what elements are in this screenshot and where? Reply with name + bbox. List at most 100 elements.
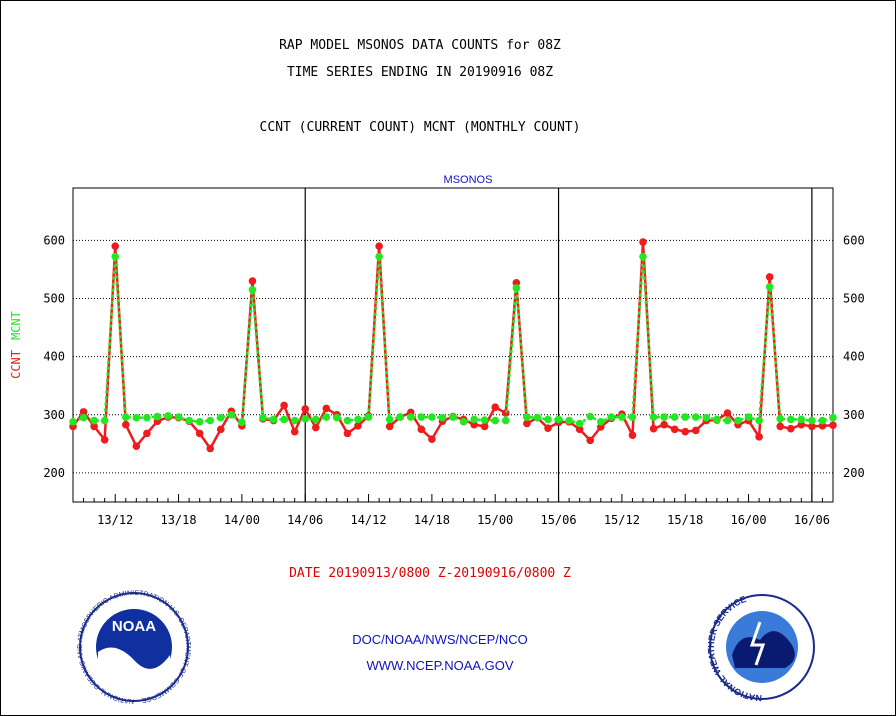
- data-point-mcnt: [607, 413, 616, 421]
- data-point-mcnt: [301, 415, 310, 423]
- data-point-mcnt: [596, 417, 605, 426]
- data-point-mcnt: [713, 415, 721, 424]
- data-point-ccnt: [670, 425, 679, 434]
- data-point-ccnt: [280, 401, 288, 410]
- data-point-mcnt: [121, 413, 130, 421]
- data-point-mcnt: [808, 416, 816, 425]
- data-point-ccnt: [206, 444, 215, 453]
- y-axis-label: CCNT MCNT: [9, 311, 23, 379]
- data-point-mcnt: [765, 283, 774, 291]
- y-tick-label-right: 300: [843, 408, 865, 422]
- data-point-mcnt: [79, 413, 88, 422]
- data-point-mcnt: [164, 412, 172, 420]
- x-tick-label: 14/18: [414, 513, 450, 527]
- data-point-mcnt: [628, 413, 637, 421]
- data-point-mcnt: [554, 415, 563, 424]
- data-point-mcnt: [143, 413, 151, 422]
- data-point-mcnt: [290, 416, 299, 425]
- data-point-mcnt: [206, 416, 215, 425]
- data-point-ccnt: [639, 238, 647, 246]
- data-point-mcnt: [100, 416, 109, 425]
- data-point-ccnt: [322, 404, 331, 413]
- data-point-mcnt: [438, 413, 447, 422]
- data-point-mcnt: [786, 415, 795, 424]
- data-point-mcnt: [195, 417, 204, 426]
- data-point-mcnt: [311, 415, 320, 424]
- data-point-ccnt: [818, 422, 827, 430]
- data-point-ccnt: [417, 425, 426, 434]
- y-tick-label-left: 500: [43, 291, 65, 305]
- data-point-mcnt: [818, 416, 827, 425]
- data-point-ccnt: [596, 423, 605, 431]
- y-axis-label-mcnt: MCNT: [9, 311, 23, 340]
- data-point-ccnt: [290, 427, 299, 436]
- data-point-mcnt: [238, 418, 246, 427]
- data-point-ccnt: [100, 435, 109, 444]
- footer-website-link[interactable]: WWW.NCEP.NOAA.GOV: [366, 658, 514, 673]
- chart-legend-description: CCNT (CURRENT COUNT) MCNT (MONTHLY COUNT…: [259, 120, 581, 135]
- data-point-mcnt: [660, 413, 668, 421]
- data-point-mcnt: [406, 413, 415, 421]
- chart-subtitle: TIME SERIES ENDING IN 20190916 08Z: [286, 65, 554, 80]
- data-point-ccnt: [79, 408, 88, 416]
- data-point-mcnt: [586, 412, 595, 421]
- data-point-mcnt: [523, 413, 531, 421]
- data-point-ccnt: [660, 420, 668, 429]
- data-point-mcnt: [691, 413, 700, 421]
- data-point-ccnt: [470, 420, 478, 429]
- data-point-mcnt: [797, 415, 806, 424]
- data-point-ccnt: [90, 422, 98, 431]
- data-point-mcnt: [385, 415, 394, 424]
- data-point-ccnt: [132, 442, 141, 450]
- data-point-ccnt: [691, 426, 700, 435]
- data-point-ccnt: [523, 419, 531, 428]
- data-point-ccnt: [111, 242, 120, 250]
- chart-title: RAP MODEL MSONOS DATA COUNTS for 08Z: [279, 38, 561, 53]
- data-point-ccnt: [628, 431, 637, 439]
- data-point-mcnt: [322, 413, 331, 421]
- data-point-ccnt: [428, 435, 436, 444]
- data-point-ccnt: [143, 429, 151, 438]
- data-point-mcnt: [565, 416, 573, 425]
- data-point-mcnt: [533, 413, 542, 422]
- data-point-ccnt: [575, 425, 584, 434]
- data-point-ccnt: [786, 424, 795, 433]
- data-point-mcnt: [396, 413, 405, 421]
- data-point-ccnt: [343, 429, 352, 438]
- data-point-ccnt: [586, 436, 595, 445]
- data-point-mcnt: [544, 415, 552, 424]
- data-point-mcnt: [491, 416, 500, 425]
- data-point-ccnt: [480, 422, 489, 431]
- data-point-mcnt: [280, 415, 288, 424]
- x-tick-label: 15/12: [604, 513, 640, 527]
- x-tick-label: 14/12: [350, 513, 386, 527]
- data-point-ccnt: [776, 422, 785, 431]
- data-point-ccnt: [649, 424, 658, 433]
- data-point-mcnt: [69, 417, 77, 426]
- data-point-mcnt: [670, 413, 679, 421]
- data-point-mcnt: [575, 419, 584, 428]
- data-point-mcnt: [723, 416, 732, 425]
- y-tick-label-left: 200: [43, 466, 65, 480]
- data-point-ccnt: [723, 409, 732, 417]
- data-point-mcnt: [343, 416, 352, 425]
- y-tick-label-left: 600: [43, 233, 65, 247]
- data-point-ccnt: [121, 420, 130, 429]
- data-point-ccnt: [491, 403, 500, 412]
- x-tick-label: 14/06: [287, 513, 323, 527]
- data-point-mcnt: [744, 413, 753, 421]
- data-point-mcnt: [111, 252, 120, 261]
- data-point-ccnt: [311, 423, 320, 432]
- data-point-mcnt: [470, 415, 478, 424]
- data-point-mcnt: [259, 413, 267, 422]
- data-point-ccnt: [544, 424, 552, 432]
- x-tick-label: 16/06: [794, 513, 830, 527]
- data-point-mcnt: [512, 284, 521, 292]
- plot-area-border: [72, 187, 834, 503]
- data-point-mcnt: [364, 413, 373, 421]
- data-point-mcnt: [618, 413, 626, 421]
- data-point-mcnt: [132, 413, 141, 422]
- data-point-ccnt: [354, 422, 362, 430]
- y-axis-label-ccnt: CCNT: [9, 350, 23, 379]
- y-tick-label-left: 400: [43, 350, 65, 364]
